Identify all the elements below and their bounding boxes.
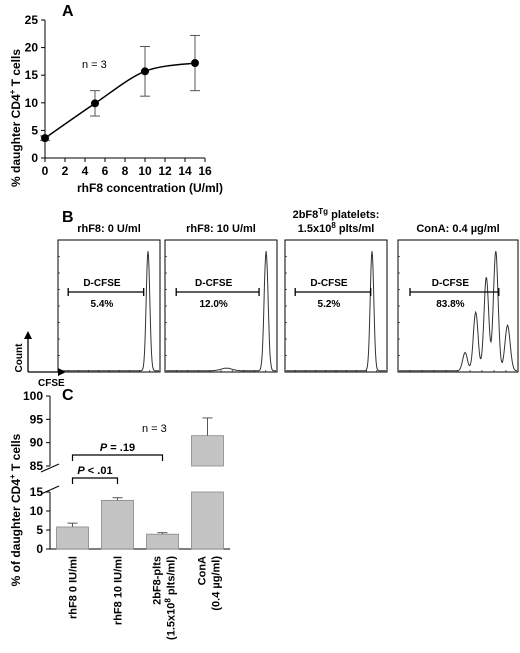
axis-key: Count CFSE bbox=[14, 331, 66, 389]
sig-label: P = .19 bbox=[100, 442, 135, 454]
c-bar bbox=[146, 533, 179, 550]
gate-label: D-CFSE bbox=[310, 278, 348, 289]
gate-percent: 83.8% bbox=[436, 299, 464, 310]
a-x-tick-label: 10 bbox=[138, 164, 152, 178]
a-data-point bbox=[191, 59, 199, 68]
c-category-label: (0.4 µg/ml) bbox=[211, 556, 223, 611]
a-x-tick-label: 4 bbox=[82, 164, 89, 178]
histogram-panel: rhF8: 0 U/ml D-CFSE 5.4% bbox=[57, 223, 161, 373]
c-category-label: ConA bbox=[197, 556, 209, 585]
panel-a: A % daughter CD4+ T cells n = 3 rhF8 con… bbox=[8, 3, 223, 195]
histogram-frame bbox=[57, 239, 161, 373]
gate-label: D-CFSE bbox=[432, 278, 470, 289]
panel-c: C % of daughter CD4+ T cells n = 3 0 5 10 1… bbox=[8, 387, 230, 640]
histogram-frame bbox=[164, 239, 278, 373]
histogram-title: ConA: 0.4 µg/ml bbox=[416, 223, 499, 235]
panel-c-letter: C bbox=[62, 387, 74, 404]
c-y-tick-label: 0 bbox=[36, 542, 43, 556]
a-data-point bbox=[91, 99, 99, 108]
gate-percent: 5.4% bbox=[91, 299, 114, 310]
c-y-tick-label: 10 bbox=[30, 504, 44, 518]
histogram-panel: rhF8: 10 U/ml D-CFSE 12.0% bbox=[164, 223, 278, 373]
c-category-label: rhF8 10 IU/ml bbox=[113, 556, 125, 625]
histogram-curve bbox=[166, 251, 276, 372]
axis-break-mark bbox=[40, 485, 60, 495]
a-x-tick-label: 12 bbox=[158, 164, 172, 178]
c-y-tick-label: 85 bbox=[30, 459, 44, 473]
c-category-label: 2bF8-plts bbox=[152, 556, 164, 605]
sig-bracket bbox=[71, 477, 119, 484]
c-y-tick-label: 15 bbox=[30, 485, 44, 499]
gate-label: D-CFSE bbox=[83, 278, 121, 289]
a-series-line bbox=[44, 62, 196, 139]
a-x-tick-label: 14 bbox=[178, 164, 192, 178]
panel-a-xlabel: rhF8 concentration (U/ml) bbox=[77, 181, 223, 195]
histogram-title: 2bF8Tg platelets: bbox=[293, 207, 380, 221]
c-y-tick-label: 95 bbox=[30, 412, 44, 426]
c-y-tick-label: 5 bbox=[36, 523, 43, 537]
panel-c-annotation: n = 3 bbox=[142, 423, 167, 435]
a-y-tick-label: 25 bbox=[25, 13, 39, 27]
panel-b: B rhF8: 0 U/ml D-CFSE 5.4% rhF8: 10 U/ml D-C… bbox=[14, 207, 519, 389]
a-x-tick-label: 16 bbox=[198, 164, 212, 178]
a-y-tick-label: 15 bbox=[25, 68, 39, 82]
c-bar bbox=[56, 526, 89, 550]
histogram-panel: ConA: 0.4 µg/ml D-CFSE 83.8% bbox=[397, 223, 519, 373]
histogram-title: rhF8: 10 U/ml bbox=[186, 223, 256, 235]
c-y-tick-label: 100 bbox=[23, 389, 43, 403]
a-y-tick-label: 0 bbox=[31, 151, 38, 165]
histogram-curve bbox=[59, 251, 159, 372]
c-y-tick-label: 90 bbox=[30, 436, 44, 450]
gate-label: D-CFSE bbox=[195, 278, 233, 289]
histogram-title: rhF8: 0 U/ml bbox=[77, 223, 141, 235]
a-x-tick-label: 8 bbox=[122, 164, 129, 178]
gate-percent: 5.2% bbox=[318, 299, 341, 310]
count-label: Count bbox=[14, 343, 25, 373]
axis-break-mark bbox=[40, 463, 60, 473]
a-y-tick-label: 10 bbox=[25, 96, 39, 110]
panel-a-ylabel: % daughter CD4+ T cells bbox=[8, 49, 23, 187]
a-data-point bbox=[41, 134, 49, 143]
cfse-label: CFSE bbox=[38, 378, 65, 389]
histogram-panel: 2bF8Tg platelets:1.5x108 plts/ml D-CFSE 5.… bbox=[284, 207, 388, 373]
a-x-tick-label: 0 bbox=[42, 164, 49, 178]
sig-label: P < .01 bbox=[77, 465, 112, 477]
c-bar-upper bbox=[191, 435, 224, 467]
a-y-tick-label: 5 bbox=[31, 123, 38, 137]
a-x-tick-label: 6 bbox=[102, 164, 109, 178]
panel-a-letter: A bbox=[62, 3, 74, 20]
histogram-curve bbox=[399, 251, 518, 372]
a-data-point bbox=[141, 67, 149, 76]
gate-percent: 12.0% bbox=[199, 299, 227, 310]
panel-c-ylabel: % of daughter CD4+ T cells bbox=[8, 433, 23, 586]
histogram-curve bbox=[286, 251, 386, 372]
c-category-label: (1.5x108 plts/ml) bbox=[164, 556, 178, 640]
c-category-label: rhF8 0 IU/ml bbox=[68, 556, 80, 619]
c-bar-lower bbox=[191, 491, 224, 550]
a-y-tick-label: 20 bbox=[25, 41, 39, 55]
a-x-tick-label: 2 bbox=[62, 164, 69, 178]
histogram-subtitle: 1.5x108 plts/ml bbox=[298, 221, 375, 235]
sig-bracket bbox=[71, 454, 164, 461]
panel-a-annotation: n = 3 bbox=[82, 59, 107, 71]
c-bar bbox=[101, 499, 134, 550]
panel-b-letter: B bbox=[62, 209, 74, 226]
